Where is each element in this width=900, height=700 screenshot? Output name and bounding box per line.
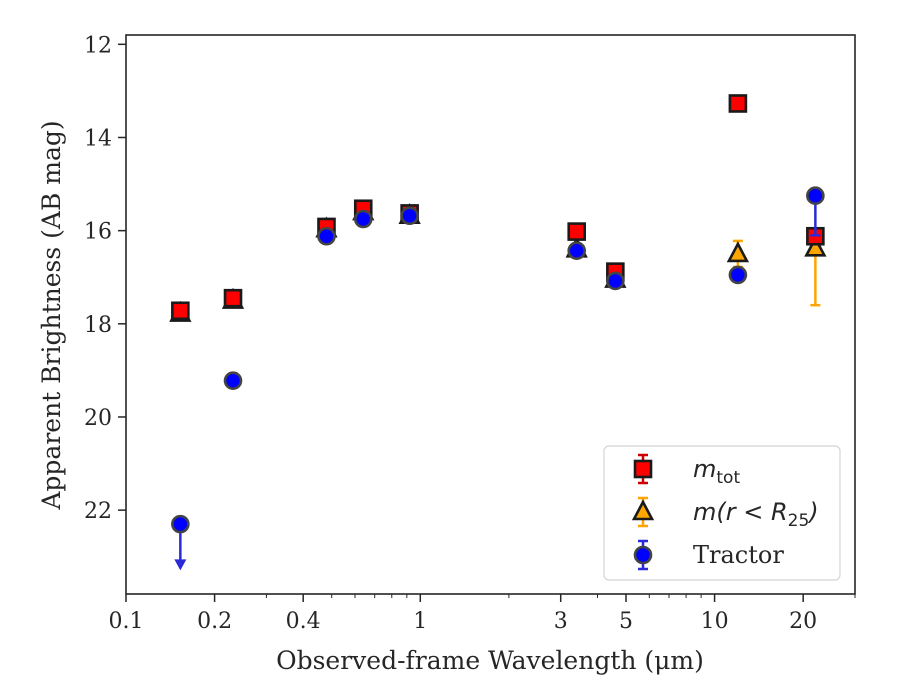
x-tick-label: 0.1 [109, 609, 144, 634]
legend-marker [633, 459, 653, 479]
mtot-point [567, 222, 587, 241]
y-tick-label: 12 [84, 33, 112, 58]
x-tick-label: 5 [619, 609, 633, 634]
legend-marker [631, 499, 655, 521]
tractor-point [223, 371, 243, 390]
tractor-point [567, 241, 587, 260]
series-tractor [171, 186, 825, 571]
y-tick-label: 20 [84, 406, 112, 431]
y-tick-label: 18 [84, 313, 112, 338]
tractor-point [400, 206, 419, 226]
y-tick-label: 22 [84, 499, 112, 524]
mr25-point [804, 235, 827, 257]
legend-item-mr25: m(r < R25) [631, 496, 819, 531]
y-tick-label: 14 [84, 126, 112, 151]
axes-ticks: 0.1 0.2 0.4 1 3 5 10 20 12 14 16 18 20 22 [84, 33, 856, 634]
upper-limit-arrowhead [174, 559, 187, 571]
tractor-point [353, 209, 373, 229]
legend-marker [633, 545, 653, 565]
x-tick-label: 0.4 [286, 609, 321, 634]
legend-label: Tractor [693, 541, 784, 569]
tractor-point [806, 186, 825, 206]
tractor-point [728, 265, 748, 285]
mtot-point [171, 301, 190, 321]
y-axis-label: Apparent Brightness (AB mag) [37, 120, 66, 510]
x-tick-label: 20 [789, 609, 817, 634]
tractor-point [171, 514, 190, 534]
mtot-point [728, 94, 748, 113]
mtot-point [223, 288, 243, 308]
x-tick-label: 1 [413, 609, 427, 634]
tractor-point [606, 271, 625, 291]
legend: mtot m(r < R25) Tractor [603, 445, 841, 581]
x-axis-label: Observed-frame Wavelength (μm) [276, 646, 704, 675]
legend-label: mtot [693, 455, 740, 488]
y-tick-label: 16 [84, 220, 112, 245]
tractor-point [317, 226, 336, 246]
legend-box [603, 445, 841, 581]
data-marks [169, 94, 827, 571]
x-tick-label: 10 [701, 609, 729, 634]
legend-item-tractor: Tractor [633, 539, 784, 571]
mr25-point [726, 241, 750, 263]
x-tick-label: 3 [554, 609, 568, 634]
legend-item-mtot: mtot [633, 453, 740, 488]
x-tick-label: 0.2 [197, 609, 232, 634]
legend-label: m(r < R25) [693, 498, 819, 531]
